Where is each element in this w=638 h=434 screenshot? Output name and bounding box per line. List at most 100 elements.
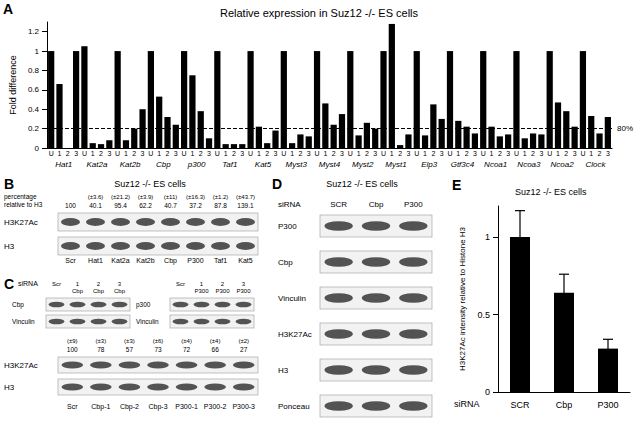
svg-text:2: 2 <box>166 150 170 157</box>
svg-text:Scr: Scr <box>65 257 76 264</box>
svg-text:Taf1: Taf1 <box>214 257 227 264</box>
svg-text:U: U <box>547 150 552 157</box>
svg-text:1: 1 <box>76 281 80 287</box>
svg-text:0.4: 0.4 <box>28 105 40 114</box>
svg-text:p300: p300 <box>136 301 151 309</box>
svg-text:U: U <box>447 150 452 157</box>
svg-text:1: 1 <box>58 150 62 157</box>
svg-text:Ncoa2: Ncoa2 <box>551 160 575 169</box>
svg-text:78: 78 <box>97 346 105 353</box>
svg-text:3: 3 <box>242 281 246 287</box>
svg-text:0: 0 <box>35 144 40 153</box>
svg-text:Elp3: Elp3 <box>421 160 438 169</box>
svg-text:Cbp: Cbp <box>164 257 177 265</box>
svg-text:U: U <box>281 150 286 157</box>
svg-text:(±9): (±9) <box>67 338 78 344</box>
svg-text:p300: p300 <box>187 160 206 169</box>
svg-text:(±11): (±11) <box>164 194 178 200</box>
svg-text:72: 72 <box>183 346 191 353</box>
svg-text:0.6: 0.6 <box>28 85 40 94</box>
svg-text:3: 3 <box>506 150 510 157</box>
svg-text:27: 27 <box>240 346 248 353</box>
svg-text:U: U <box>49 150 54 157</box>
svg-text:1: 1 <box>423 150 427 157</box>
svg-text:Suz12 -/- ES cells: Suz12 -/- ES cells <box>114 179 186 189</box>
svg-text:H3: H3 <box>4 383 15 392</box>
svg-text:Vinculin: Vinculin <box>12 318 35 325</box>
svg-text:3: 3 <box>274 150 278 157</box>
svg-text:3: 3 <box>473 150 477 157</box>
svg-text:P300: P300 <box>187 257 203 264</box>
svg-text:(±4): (±4) <box>181 338 192 344</box>
svg-text:2: 2 <box>221 281 225 287</box>
svg-text:Cbp: Cbp <box>156 160 171 169</box>
svg-text:H3K27Ac: H3K27Ac <box>4 361 38 370</box>
svg-text:3: 3 <box>207 150 211 157</box>
svg-text:Kat2a: Kat2a <box>86 160 107 169</box>
svg-text:2: 2 <box>199 150 203 157</box>
svg-text:Scr: Scr <box>67 403 78 410</box>
svg-text:H3K27Ac: H3K27Ac <box>4 218 38 227</box>
svg-text:B: B <box>4 176 14 192</box>
svg-text:2: 2 <box>298 150 302 157</box>
svg-text:3: 3 <box>539 150 543 157</box>
svg-text:P300: P300 <box>236 288 251 294</box>
svg-text:66: 66 <box>212 346 220 353</box>
svg-text:0.5: 0.5 <box>477 310 490 320</box>
svg-text:1.2: 1.2 <box>28 27 40 36</box>
svg-text:Scr: Scr <box>52 281 61 287</box>
svg-text:percentage: percentage <box>4 193 37 201</box>
svg-text:H3: H3 <box>278 366 289 375</box>
svg-text:1: 1 <box>257 150 261 157</box>
svg-text:1: 1 <box>490 150 494 157</box>
svg-text:Suz12 -/- ES cells: Suz12 -/- ES cells <box>515 187 587 197</box>
svg-text:U: U <box>414 150 419 157</box>
svg-text:2: 2 <box>398 150 402 157</box>
svg-text:U: U <box>182 150 187 157</box>
svg-text:E: E <box>452 177 461 193</box>
svg-text:Ncoa3: Ncoa3 <box>517 160 541 169</box>
svg-text:57: 57 <box>126 346 134 353</box>
svg-text:(±16.3): (±16.3) <box>186 194 205 200</box>
svg-text:3: 3 <box>74 150 78 157</box>
svg-text:Cbp: Cbp <box>556 400 573 410</box>
svg-text:3: 3 <box>440 150 444 157</box>
svg-text:Cbp-1: Cbp-1 <box>91 403 110 411</box>
svg-text:Hat1: Hat1 <box>88 257 103 264</box>
svg-text:Kat2b: Kat2b <box>120 160 141 169</box>
svg-text:Vinculin: Vinculin <box>278 294 306 303</box>
svg-text:Cbp: Cbp <box>114 288 126 294</box>
svg-text:Cbp-2: Cbp-2 <box>120 403 139 411</box>
svg-text:1: 1 <box>124 150 128 157</box>
svg-text:U: U <box>248 150 253 157</box>
svg-text:3: 3 <box>340 150 344 157</box>
svg-text:(±6): (±6) <box>153 338 164 344</box>
svg-text:(±4): (±4) <box>210 338 221 344</box>
svg-text:D: D <box>272 176 282 192</box>
svg-text:Cbp: Cbp <box>369 200 384 209</box>
svg-text:(±2): (±2) <box>238 338 249 344</box>
svg-text:1: 1 <box>200 281 204 287</box>
svg-text:0.2: 0.2 <box>28 124 40 133</box>
svg-text:Myst4: Myst4 <box>319 160 341 169</box>
svg-text:H3K27Ac: H3K27Ac <box>278 330 312 339</box>
svg-text:U: U <box>82 150 87 157</box>
svg-text:P300-2: P300-2 <box>204 403 227 410</box>
svg-text:80%: 80% <box>617 124 633 133</box>
svg-text:1: 1 <box>91 150 95 157</box>
svg-text:U: U <box>381 150 386 157</box>
svg-text:H3: H3 <box>4 242 15 251</box>
svg-text:3: 3 <box>373 150 377 157</box>
svg-text:2: 2 <box>99 150 103 157</box>
svg-text:40.7: 40.7 <box>164 202 177 209</box>
svg-text:1: 1 <box>556 150 560 157</box>
svg-text:3: 3 <box>107 150 111 157</box>
svg-text:2: 2 <box>132 150 136 157</box>
svg-text:100: 100 <box>65 202 76 209</box>
svg-text:Kat2b: Kat2b <box>136 257 154 264</box>
svg-text:2: 2 <box>465 150 469 157</box>
svg-text:Myst3: Myst3 <box>286 160 308 169</box>
svg-text:C: C <box>4 276 14 292</box>
svg-text:(±21.2): (±21.2) <box>111 194 130 200</box>
svg-text:0.8: 0.8 <box>28 66 40 75</box>
